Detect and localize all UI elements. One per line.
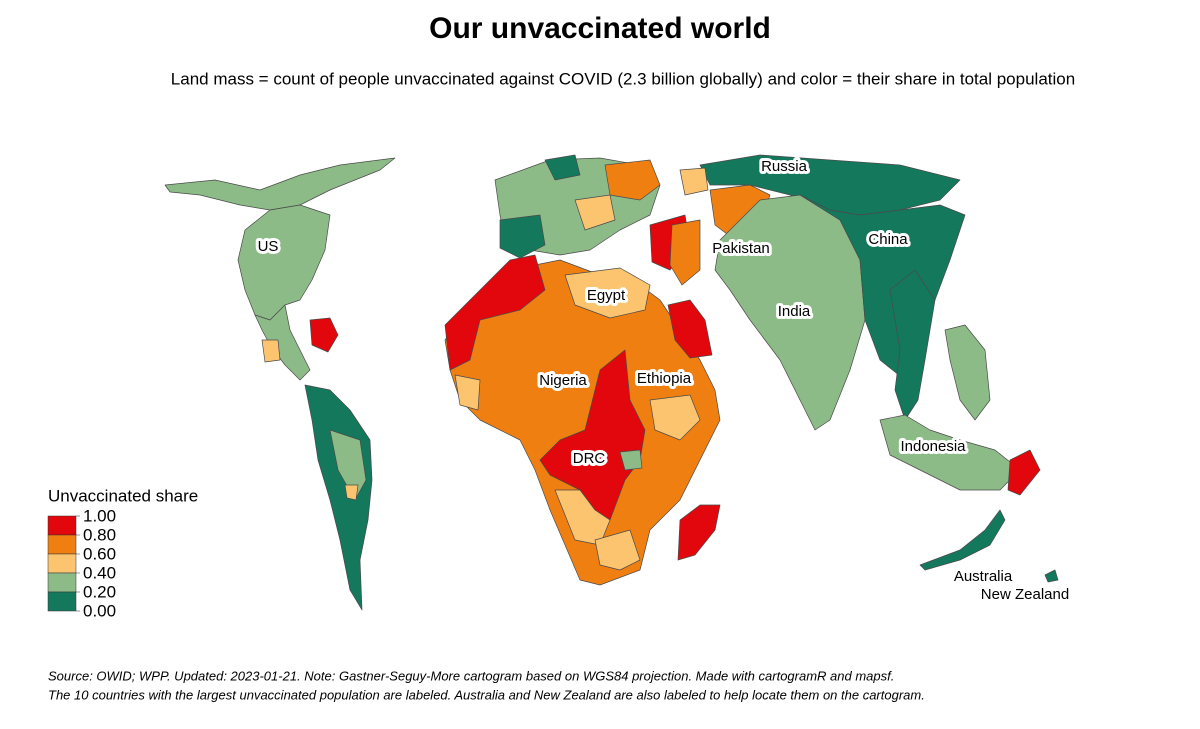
legend-swatch: [47, 572, 77, 593]
country-label: Pakistan: [712, 240, 770, 257]
region: [919, 509, 1006, 571]
legend-swatch: [47, 515, 77, 536]
country-label: DRC: [573, 450, 606, 467]
country-label: India: [778, 303, 811, 320]
region: [261, 339, 281, 363]
region: [619, 449, 643, 471]
legend-swatch: [47, 591, 77, 612]
region: [1044, 569, 1059, 583]
source-note: The 10 countries with the largest unvacc…: [48, 687, 925, 702]
country-label: Australia: [954, 568, 1013, 585]
country-label: Russia: [761, 158, 808, 175]
region: [454, 374, 481, 411]
legend-swatch: [47, 534, 77, 555]
region: [329, 429, 367, 501]
legend-tick-label: 1.00: [83, 506, 116, 525]
country-label: Ethiopia: [637, 370, 692, 387]
source-note: Source: OWID; WPP. Updated: 2023-01-21. …: [48, 668, 894, 683]
region: [677, 504, 721, 561]
region: [344, 484, 359, 501]
region: [164, 157, 396, 211]
region: [574, 194, 616, 231]
country-label: US: [258, 238, 279, 255]
legend: Unvaccinated share 1.000.800.600.400.200…: [47, 486, 198, 620]
region: [889, 269, 936, 421]
region: [669, 219, 701, 286]
region: [604, 159, 661, 201]
country-labels: Russia US China Pakistan Egypt India Nig…: [255, 155, 1070, 603]
region: [499, 214, 546, 259]
region: [237, 204, 331, 321]
legend-tick-label: 0.20: [83, 582, 116, 601]
country-label: Indonesia: [900, 438, 966, 455]
legend-tick-label: 0.40: [83, 563, 116, 582]
region: [554, 489, 611, 546]
legend-tick-label: 0.00: [83, 601, 116, 620]
region: [309, 317, 339, 353]
country-label: New Zealand: [981, 586, 1069, 603]
region: [304, 384, 373, 611]
region: [444, 254, 546, 371]
cartogram: [164, 154, 1059, 611]
region: [649, 394, 701, 441]
region: [679, 167, 709, 196]
country-label: Nigeria: [539, 372, 587, 389]
subtitle: Land mass = count of people unvaccinated…: [171, 69, 1075, 88]
legend-tick-label: 0.80: [83, 525, 116, 544]
region: [564, 267, 651, 319]
legend-tick-label: 0.60: [83, 544, 116, 563]
region: [544, 154, 581, 181]
region: [594, 529, 641, 571]
country-label: Egypt: [587, 287, 626, 304]
legend-swatch: [47, 553, 77, 574]
region: [944, 324, 991, 421]
region: [667, 299, 713, 359]
title: Our unvaccinated world: [429, 12, 771, 45]
region: [1007, 449, 1041, 496]
country-label: China: [868, 231, 908, 248]
legend-title: Unvaccinated share: [48, 486, 198, 505]
